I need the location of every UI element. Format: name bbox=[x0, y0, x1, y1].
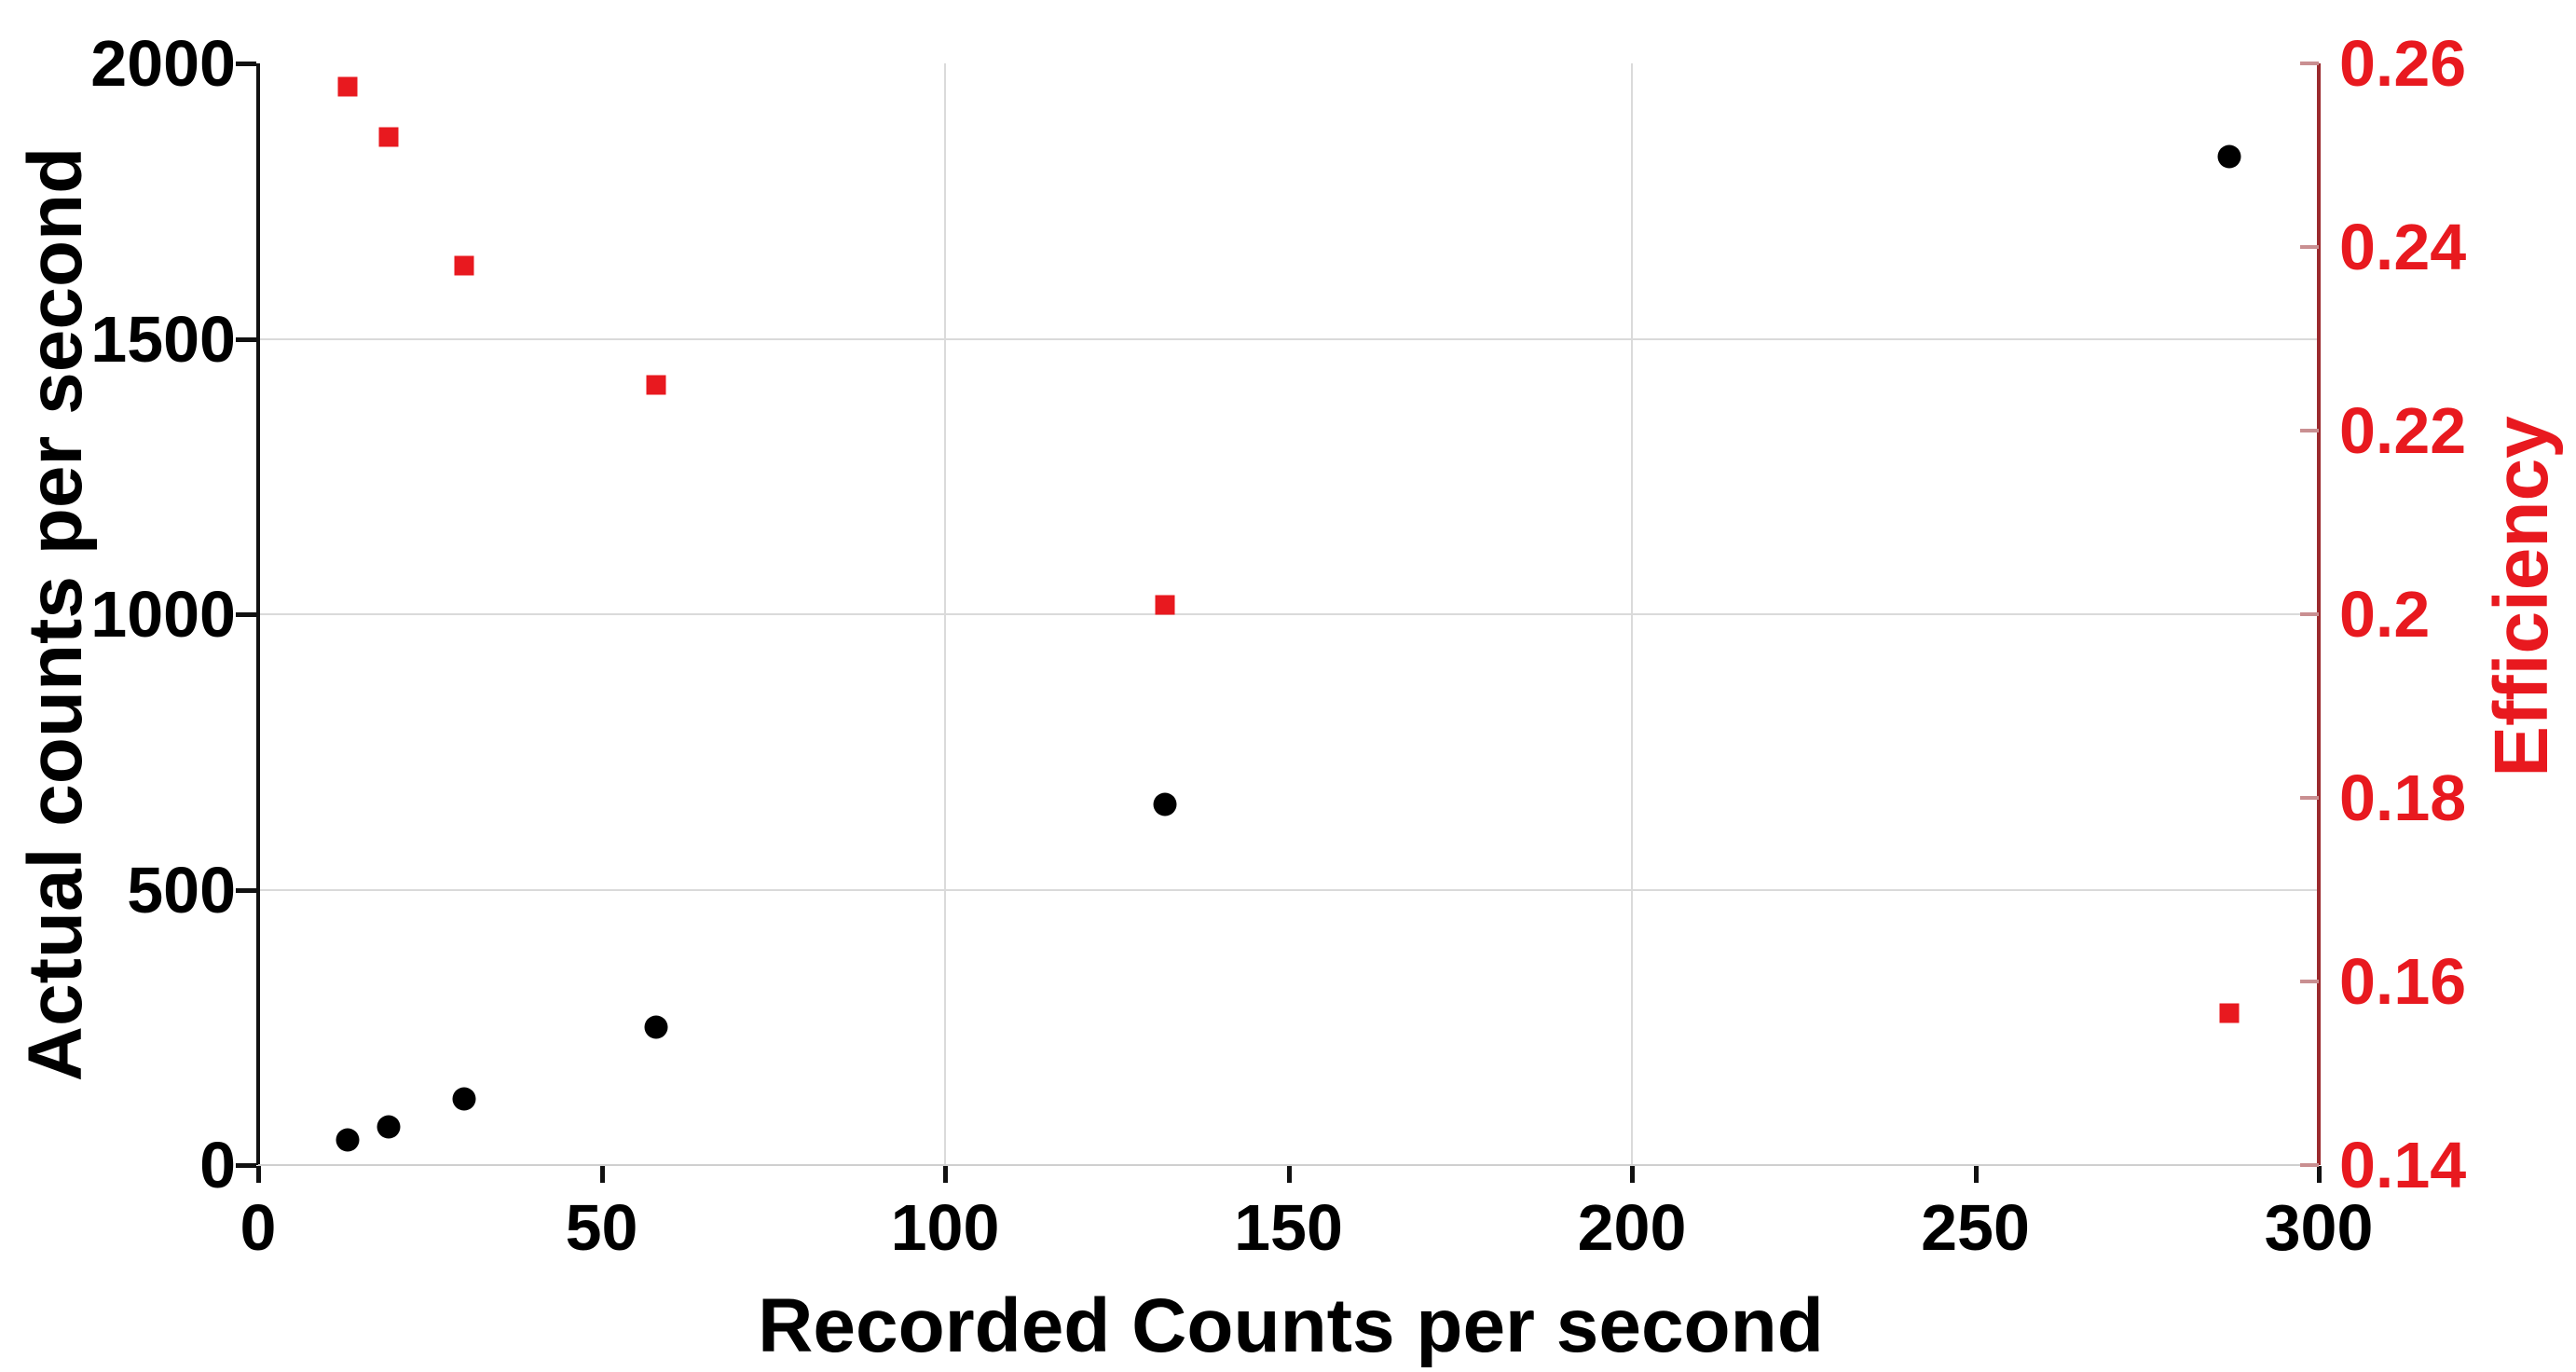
data-point-actual bbox=[377, 1115, 401, 1139]
y-right-tick-label: 0.18 bbox=[2339, 761, 2467, 834]
data-point-actual bbox=[644, 1015, 668, 1039]
x-tick-label: 250 bbox=[1921, 1191, 2030, 1264]
data-point-efficiency bbox=[646, 375, 666, 395]
x-tick-label: 200 bbox=[1577, 1191, 1687, 1264]
x-tick-label: 50 bbox=[565, 1191, 638, 1264]
y-right-tick-label: 0.22 bbox=[2339, 394, 2467, 467]
y-gridline bbox=[258, 613, 2319, 615]
y-right-tick-label: 0.14 bbox=[2339, 1129, 2467, 1201]
x-axis-spine bbox=[258, 1164, 2319, 1166]
x-tick-label: 100 bbox=[890, 1191, 1000, 1264]
data-point-actual bbox=[2217, 144, 2241, 169]
y-left-tick-label: 500 bbox=[127, 853, 236, 926]
y-right-tick bbox=[2300, 62, 2319, 65]
data-point-actual bbox=[452, 1087, 476, 1111]
y-left-tick-label: 1000 bbox=[90, 578, 236, 651]
y-left-tick bbox=[236, 887, 256, 893]
y-right-tick bbox=[2300, 1163, 2319, 1167]
y-right-tick-label: 0.26 bbox=[2339, 27, 2467, 100]
x-tick bbox=[1973, 1166, 1979, 1183]
right-axis-spine bbox=[2317, 63, 2321, 1165]
x-tick bbox=[256, 1166, 261, 1183]
left-axis-spine bbox=[256, 63, 260, 1165]
data-point-actual bbox=[1153, 792, 1177, 816]
y-right-tick bbox=[2300, 980, 2319, 983]
data-point-efficiency bbox=[1155, 595, 1175, 615]
plot-area bbox=[236, 62, 2322, 1183]
y-right-tick-label: 0.16 bbox=[2339, 945, 2467, 1018]
x-tick bbox=[1286, 1166, 1292, 1183]
data-point-efficiency bbox=[2219, 1003, 2240, 1023]
x-tick-label: 300 bbox=[2264, 1191, 2374, 1264]
y-right-tick bbox=[2300, 612, 2319, 616]
y-right-tick bbox=[2300, 245, 2319, 249]
y-axis-title-left: Actual counts per second bbox=[13, 146, 98, 1082]
data-point-efficiency bbox=[378, 127, 399, 147]
x-tick bbox=[599, 1166, 605, 1183]
y-left-tick bbox=[236, 1163, 256, 1168]
y-right-tick-label: 0.2 bbox=[2339, 578, 2431, 651]
y-left-tick bbox=[236, 62, 256, 66]
x-tick bbox=[943, 1166, 948, 1183]
y-gridline bbox=[258, 337, 2319, 340]
x-axis-title: Recorded Counts per second bbox=[758, 1283, 1824, 1368]
y-axis-title-right: Efficiency bbox=[2479, 416, 2564, 777]
data-point-actual bbox=[336, 1128, 360, 1152]
y-right-tick bbox=[2300, 796, 2319, 800]
y-left-tick bbox=[236, 336, 256, 342]
y-left-tick-label: 2000 bbox=[90, 27, 236, 100]
y-right-tick-label: 0.24 bbox=[2339, 211, 2467, 283]
data-point-efficiency bbox=[337, 76, 358, 97]
y-left-tick bbox=[236, 612, 256, 617]
y-right-tick bbox=[2300, 429, 2319, 432]
y-left-tick-label: 1500 bbox=[90, 302, 236, 376]
x-tick-label: 150 bbox=[1234, 1191, 1343, 1264]
data-point-efficiency bbox=[454, 255, 474, 276]
x-tick bbox=[1630, 1166, 1635, 1183]
x-tick-label: 0 bbox=[240, 1191, 277, 1264]
x-tick bbox=[2317, 1166, 2322, 1183]
y-gridline bbox=[258, 888, 2319, 891]
y-left-tick-label: 0 bbox=[199, 1129, 236, 1201]
